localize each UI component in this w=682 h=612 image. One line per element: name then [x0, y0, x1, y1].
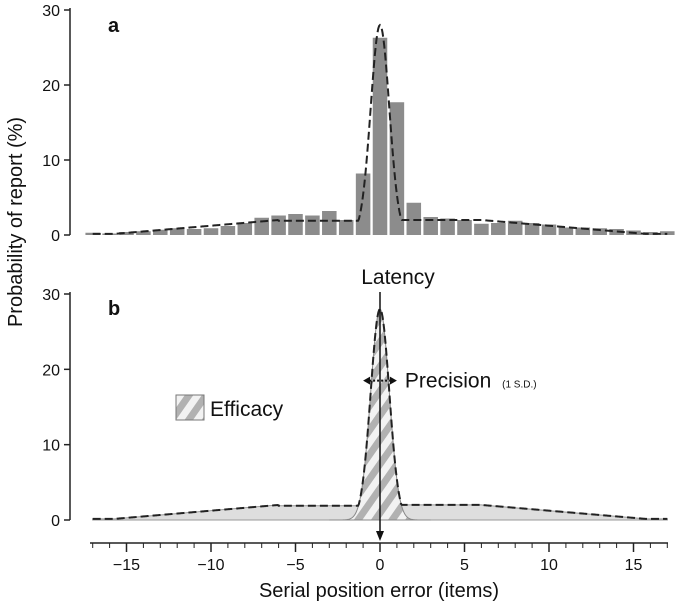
- bar: [153, 229, 168, 235]
- panel-a-letter: a: [108, 15, 120, 37]
- x-tick-label: −10: [197, 557, 224, 574]
- bar: [169, 228, 185, 235]
- x-tick-label: 0: [376, 557, 385, 574]
- bar: [305, 215, 320, 235]
- precision-arrowhead-left: [363, 376, 371, 385]
- x-tick-label: 15: [625, 557, 643, 574]
- bar: [406, 202, 422, 235]
- panel-a-y-tick-label: 0: [51, 228, 60, 245]
- bar: [457, 220, 472, 235]
- bar: [389, 102, 405, 235]
- panel-b: 0 10 20 30 Latency Precision (1 S.D.) Effic…: [42, 266, 668, 541]
- bar: [288, 214, 303, 235]
- panel-b-letter: b: [108, 298, 120, 320]
- panel-a-fit-curve: [92, 23, 668, 235]
- bar: [237, 223, 253, 235]
- panel-a-y-tick-label: 30: [42, 3, 60, 20]
- bar: [541, 224, 557, 235]
- bar: [355, 173, 371, 235]
- bar: [423, 217, 438, 235]
- bar: [322, 211, 337, 235]
- x-axis: −15 −10 −5 0 5 10 15: [90, 542, 668, 574]
- x-tick-label: −15: [113, 557, 140, 574]
- panel-b-y-tick-label: 0: [51, 513, 60, 530]
- precision-sub-text: (1 S.D.): [502, 380, 536, 391]
- bar: [136, 231, 151, 235]
- bar: [491, 223, 506, 235]
- bar: [220, 226, 236, 235]
- bar: [474, 223, 489, 235]
- latency-arrowhead: [376, 531, 384, 541]
- x-axis-label: Serial position error (items): [259, 580, 499, 602]
- x-tick-label: 10: [540, 557, 558, 574]
- bar: [440, 218, 455, 235]
- x-tick-label: −5: [286, 557, 304, 574]
- bar: [203, 228, 219, 235]
- bar: [119, 232, 134, 235]
- precision-label: Precision (1 S.D.): [405, 370, 537, 393]
- bar: [507, 220, 523, 235]
- panel-a-y-tick-label: 10: [42, 153, 60, 170]
- y-axis-label: Probability of report (%): [5, 117, 27, 327]
- bar: [609, 229, 624, 235]
- bar: [592, 228, 607, 235]
- latency-label: Latency: [361, 266, 435, 289]
- panel-a-y-tick-label: 20: [42, 78, 60, 95]
- precision-text: Precision: [405, 370, 491, 393]
- panel-b-y-tick-label: 20: [42, 362, 60, 379]
- panel-b-y-tick-label: 10: [42, 438, 60, 455]
- efficacy-swatch: [175, 394, 205, 421]
- panel-b-fit-curve: [92, 307, 668, 520]
- bar: [643, 232, 658, 235]
- x-tick-label: 5: [460, 557, 469, 574]
- bar: [524, 223, 540, 235]
- bar: [338, 220, 354, 235]
- bar: [372, 37, 388, 235]
- bar: [575, 227, 591, 235]
- panel-a: 0 10 20 30 a: [42, 3, 675, 245]
- bar: [558, 227, 574, 235]
- efficacy-label: Efficacy: [210, 398, 284, 421]
- bar: [271, 215, 286, 235]
- bar: [186, 229, 202, 235]
- precision-arrowhead-right: [389, 376, 397, 385]
- bar: [660, 231, 675, 235]
- panel-b-y-tick-label: 30: [42, 287, 60, 304]
